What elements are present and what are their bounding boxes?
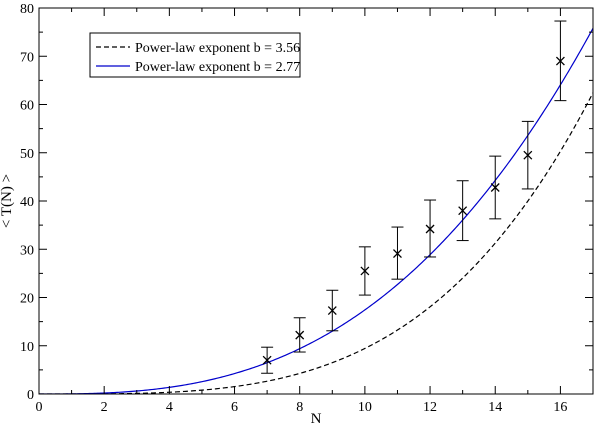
legend-box xyxy=(89,32,301,78)
y-tick-label: 60 xyxy=(20,99,34,114)
data-point xyxy=(555,56,565,66)
y-tick-label: 70 xyxy=(20,50,34,65)
fit-curves xyxy=(39,28,593,394)
x-tick-label: 4 xyxy=(166,400,173,415)
x-tick-label: 10 xyxy=(358,400,372,415)
x-tick-label: 2 xyxy=(101,400,108,415)
fit-curve-2 xyxy=(39,28,593,394)
x-tick-label: 0 xyxy=(36,400,43,415)
data-point xyxy=(327,306,337,315)
x-axis-title: N xyxy=(311,411,322,427)
y-tick-label: 10 xyxy=(20,340,34,355)
x-tick-labels: 0 2 4 6 8 10 12 14 16 xyxy=(36,400,568,415)
y-axis-title: < T(N) > xyxy=(0,174,15,228)
data-point xyxy=(360,266,370,276)
fit-curve-1 xyxy=(39,92,593,394)
x-tick-label: 8 xyxy=(296,400,303,415)
x-tick-label: 6 xyxy=(231,400,238,415)
data-point xyxy=(295,330,305,340)
y-tick-label: 30 xyxy=(20,243,34,258)
y-tick-label: 50 xyxy=(20,147,34,162)
data-point xyxy=(490,183,500,192)
x-tick-label: 14 xyxy=(488,400,502,415)
data-point xyxy=(425,224,435,234)
x-tick-label: 12 xyxy=(423,400,437,415)
axis-ticks xyxy=(38,7,594,395)
y-tick-labels: 0 10 20 30 40 50 60 70 80 xyxy=(20,2,34,403)
x-tick-label: 16 xyxy=(553,400,567,415)
data-point xyxy=(393,249,402,259)
data-point xyxy=(523,150,533,160)
legend-label: Power-law exponent b = 2.77 xyxy=(135,60,300,75)
legend: Power-law exponent b = 3.56 Power-law exp… xyxy=(89,32,301,78)
y-tick-label: 80 xyxy=(20,2,34,17)
data-markers xyxy=(262,56,565,365)
data-point xyxy=(262,355,272,365)
y-tick-label: 20 xyxy=(20,292,34,307)
legend-label: Power-law exponent b = 3.56 xyxy=(135,41,300,56)
data-point xyxy=(458,206,468,216)
y-tick-label: 40 xyxy=(20,195,34,210)
error-bars xyxy=(261,20,567,374)
y-tick-label: 0 xyxy=(27,388,34,403)
